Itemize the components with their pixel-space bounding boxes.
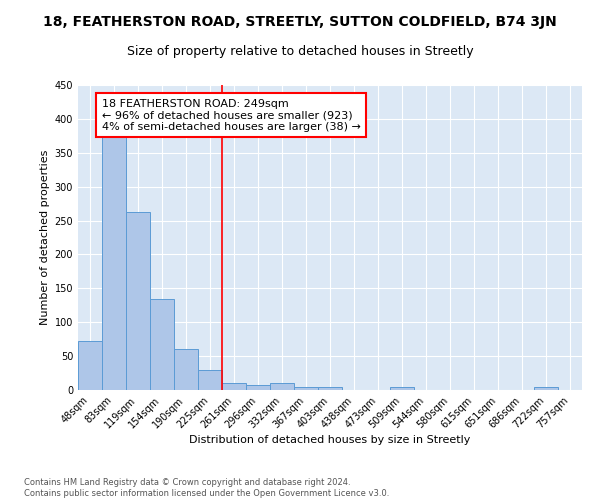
Bar — [390, 388, 414, 390]
Bar — [174, 350, 198, 390]
Bar — [150, 298, 174, 390]
Y-axis label: Number of detached properties: Number of detached properties — [40, 150, 50, 325]
X-axis label: Distribution of detached houses by size in Streetly: Distribution of detached houses by size … — [190, 436, 470, 446]
Bar — [246, 384, 270, 390]
Text: 18 FEATHERSTON ROAD: 249sqm
← 96% of detached houses are smaller (923)
4% of sem: 18 FEATHERSTON ROAD: 249sqm ← 96% of det… — [102, 98, 361, 132]
Text: Size of property relative to detached houses in Streetly: Size of property relative to detached ho… — [127, 45, 473, 58]
Text: 18, FEATHERSTON ROAD, STREETLY, SUTTON COLDFIELD, B74 3JN: 18, FEATHERSTON ROAD, STREETLY, SUTTON C… — [43, 15, 557, 29]
Bar — [534, 386, 558, 390]
Bar — [222, 383, 246, 390]
Bar — [294, 386, 318, 390]
Bar — [102, 136, 126, 390]
Bar — [318, 386, 342, 390]
Text: Contains HM Land Registry data © Crown copyright and database right 2024.
Contai: Contains HM Land Registry data © Crown c… — [24, 478, 389, 498]
Bar — [270, 383, 294, 390]
Bar — [78, 341, 102, 390]
Bar — [126, 212, 150, 390]
Bar — [198, 370, 222, 390]
